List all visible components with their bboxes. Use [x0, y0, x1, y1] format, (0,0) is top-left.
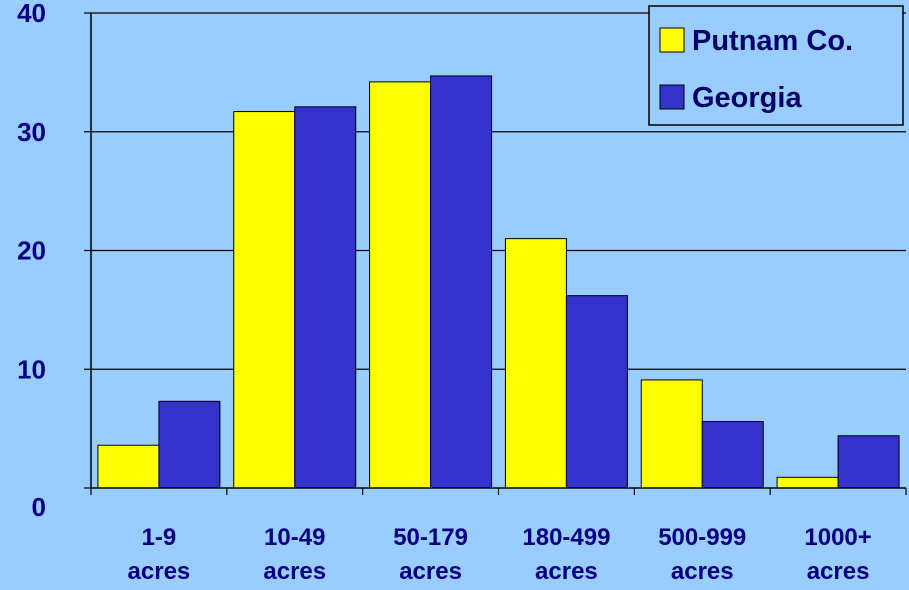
bars: [97, 75, 900, 489]
bar-putnam-4: [640, 379, 703, 489]
bar-putnam-2: [369, 81, 432, 489]
x-category-label-line: 1000+: [804, 524, 871, 551]
bar-georgia-2: [430, 75, 493, 489]
bar-georgia-5: [837, 435, 900, 489]
legend-label: Georgia: [692, 82, 802, 114]
y-tick-label: 20: [17, 236, 46, 266]
x-axis-category-labels: 1-9 acres 10-49 acres 50-179 acres 180-499 acre…: [128, 524, 872, 585]
x-category-label: 10-49 acres: [263, 524, 326, 585]
x-category-label-line: acres: [128, 558, 191, 585]
x-category-label-line: 10-49: [264, 524, 325, 551]
legend: Putnam Co. Georgia: [648, 5, 904, 126]
bar-putnam-3: [504, 238, 567, 489]
x-category-label-line: acres: [399, 558, 462, 585]
axes: [84, 12, 907, 495]
x-category-label-line: acres: [671, 558, 734, 585]
y-tick-label: 30: [17, 117, 46, 147]
legend-label: Putnam Co.: [692, 25, 853, 57]
x-category-label-line: acres: [807, 558, 870, 585]
bar-georgia-0: [158, 400, 221, 489]
x-category-label: 180-499 acres: [522, 524, 610, 585]
x-category-label-line: 500-999: [658, 524, 746, 551]
x-category-label: 1000+ acres: [804, 524, 871, 585]
bar-putnam-5: [776, 476, 839, 489]
legend-swatch: [659, 27, 685, 53]
legend-swatch: [659, 84, 685, 110]
legend-box: [648, 5, 904, 126]
y-tick-label: 10: [17, 354, 46, 384]
x-category-label: 500-999 acres: [658, 524, 746, 585]
y-tick-label: 0: [32, 492, 46, 522]
bar-georgia-1: [294, 106, 357, 489]
x-category-label: 50-179 acres: [393, 524, 468, 585]
y-tick-label: 40: [17, 0, 46, 28]
y-axis-tick-labels: 0 10 20 30 40: [17, 0, 46, 522]
bar-putnam-1: [233, 111, 296, 489]
x-category-label: 1-9 acres: [128, 524, 191, 585]
x-category-label-line: 180-499: [522, 524, 610, 551]
bar-putnam-0: [97, 444, 160, 489]
bar-georgia-3: [565, 295, 628, 489]
x-category-label-line: 1-9: [142, 524, 177, 551]
x-category-label-line: acres: [535, 558, 598, 585]
x-category-label-line: 50-179: [393, 524, 468, 551]
x-category-label-line: acres: [263, 558, 326, 585]
bar-georgia-4: [701, 421, 764, 489]
